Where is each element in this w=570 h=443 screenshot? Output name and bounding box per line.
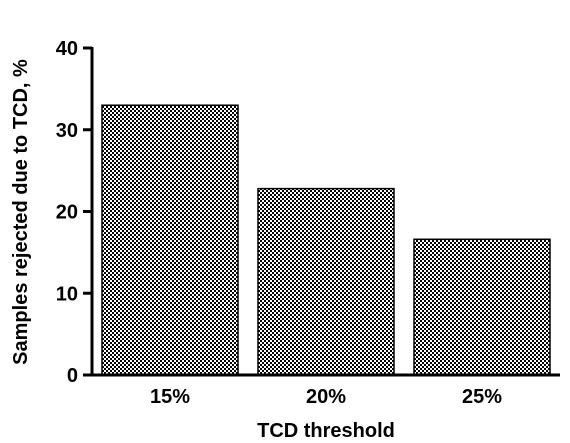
y-ticks-group: 0 10 20 30 40 bbox=[56, 38, 92, 387]
x-axis-title: TCD threshold bbox=[257, 420, 395, 442]
x-tick-label: 15% bbox=[150, 386, 190, 408]
x-tick-label: 25% bbox=[462, 386, 502, 408]
y-tick-label: 30 bbox=[56, 120, 78, 142]
x-ticks-group: 15% 20% 25% bbox=[150, 386, 502, 408]
y-tick-label: 40 bbox=[56, 38, 78, 60]
y-axis-title: Samples rejected due to TCD, % bbox=[10, 59, 32, 365]
y-tick-label: 20 bbox=[56, 202, 78, 224]
bars-group bbox=[101, 104, 551, 376]
y-tick-label: 10 bbox=[56, 283, 78, 305]
y-tick-label: 0 bbox=[67, 365, 78, 387]
bar-20pct bbox=[257, 187, 395, 376]
x-tick-label: 20% bbox=[306, 386, 346, 408]
bar-25pct bbox=[413, 238, 551, 376]
bar-15pct bbox=[101, 104, 239, 376]
